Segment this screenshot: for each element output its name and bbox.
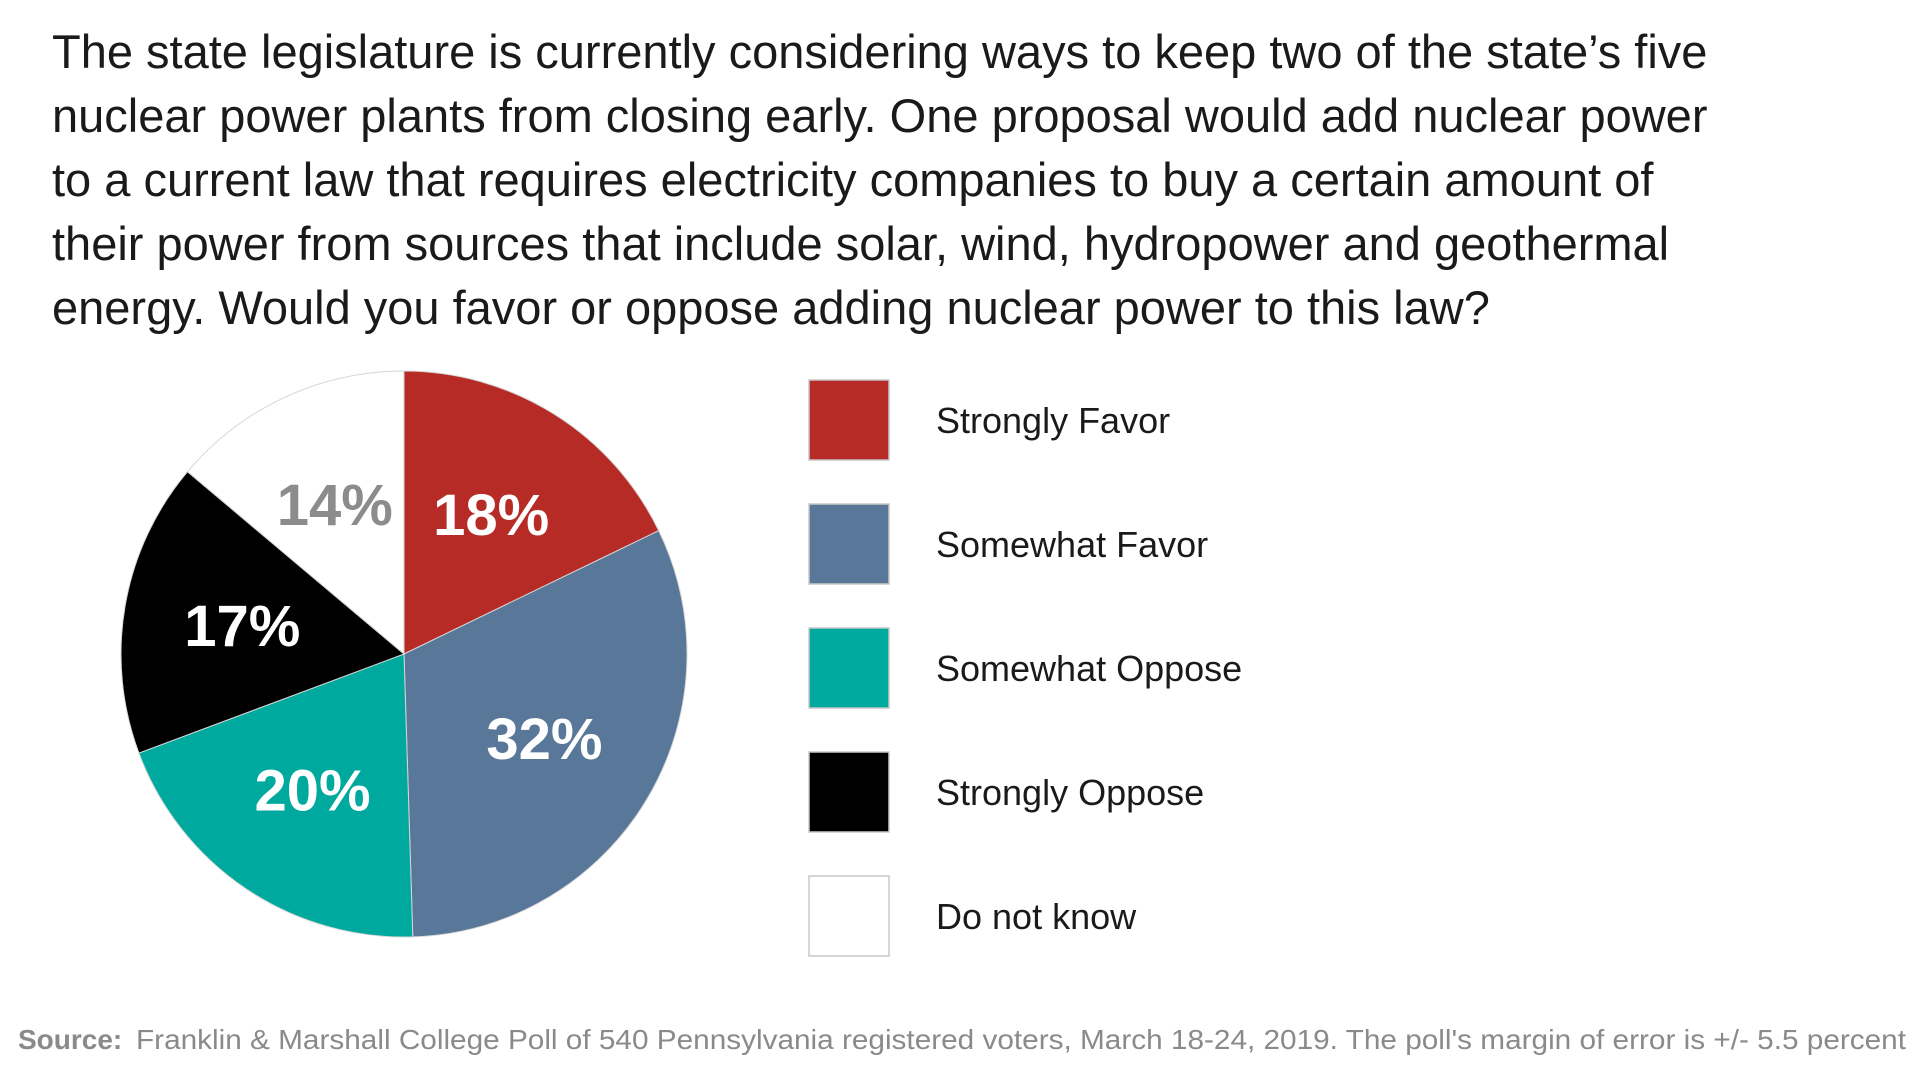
question-line: energy. Would you favor or oppose adding… <box>52 281 1490 334</box>
slice-value-label: 14% <box>277 473 393 538</box>
legend-swatch <box>808 379 890 461</box>
question-line: nuclear power plants from closing early.… <box>52 89 1707 142</box>
pie-slice-strongly-oppose <box>120 471 405 754</box>
legend-swatch <box>808 751 890 833</box>
legend-swatch <box>808 875 890 957</box>
question-line: their power from sources that include so… <box>52 217 1669 270</box>
legend-label: Strongly Favor <box>936 400 1170 441</box>
legend-swatch <box>808 503 890 585</box>
slice-value-label: 20% <box>254 758 370 823</box>
slice-value-label: 17% <box>184 594 300 659</box>
legend-label: Somewhat Favor <box>936 524 1208 565</box>
question-line: The state legislature is currently consi… <box>52 25 1707 78</box>
slice-value-label: 32% <box>486 707 602 772</box>
pie-slice-somewhat-favor <box>403 529 688 938</box>
question-line: to a current law that requires electrici… <box>52 153 1654 206</box>
pie-slice-strongly-favor <box>403 370 660 655</box>
legend-label: Do not know <box>936 896 1137 937</box>
source-label: Source: <box>18 1024 122 1055</box>
legend-label: Strongly Oppose <box>936 772 1204 813</box>
pie-slice-somewhat-oppose <box>138 653 414 938</box>
slice-value-label: 18% <box>433 483 549 548</box>
pie-slice-do-not-know <box>186 370 405 656</box>
legend-swatch <box>808 627 890 709</box>
legend-label: Somewhat Oppose <box>936 648 1242 689</box>
source-text: Franklin & Marshall College Poll of 540 … <box>136 1024 1906 1055</box>
